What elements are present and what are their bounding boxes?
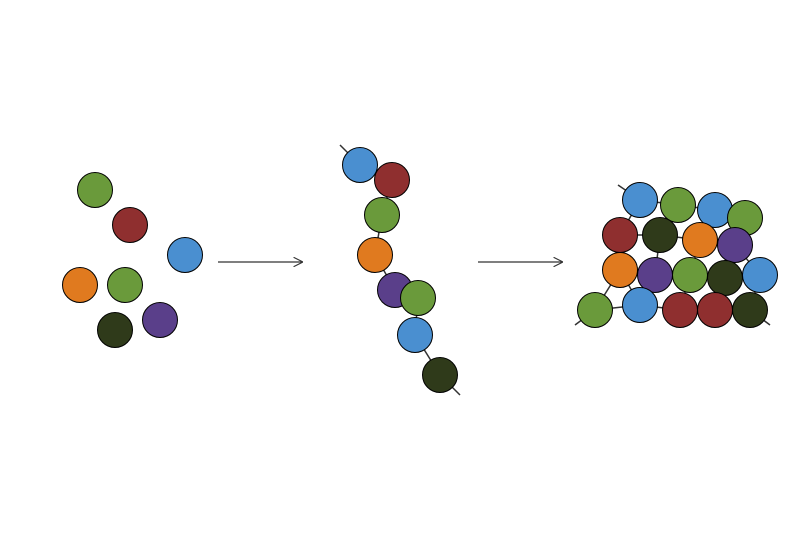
node-c1	[342, 147, 378, 183]
node-k12	[707, 260, 743, 296]
node-s1	[77, 172, 113, 208]
node-c2	[374, 162, 410, 198]
node-k15	[622, 287, 658, 323]
node-k5	[602, 217, 638, 253]
diagram-canvas	[0, 0, 800, 533]
node-k7	[682, 222, 718, 258]
node-c7	[397, 317, 433, 353]
node-s5	[107, 267, 143, 303]
node-c6	[400, 280, 436, 316]
node-k8	[717, 227, 753, 263]
node-k6	[642, 217, 678, 253]
node-k18	[732, 292, 768, 328]
node-k9	[602, 252, 638, 288]
node-k16	[662, 292, 698, 328]
node-s2	[112, 207, 148, 243]
node-s6	[142, 302, 178, 338]
node-k13	[742, 257, 778, 293]
node-k17	[697, 292, 733, 328]
node-k14	[577, 292, 613, 328]
node-s3	[167, 237, 203, 273]
node-s7	[97, 312, 133, 348]
node-k11	[672, 257, 708, 293]
node-c8	[422, 357, 458, 393]
node-c4	[357, 237, 393, 273]
node-s4	[62, 267, 98, 303]
node-c3	[364, 197, 400, 233]
node-k1	[622, 182, 658, 218]
